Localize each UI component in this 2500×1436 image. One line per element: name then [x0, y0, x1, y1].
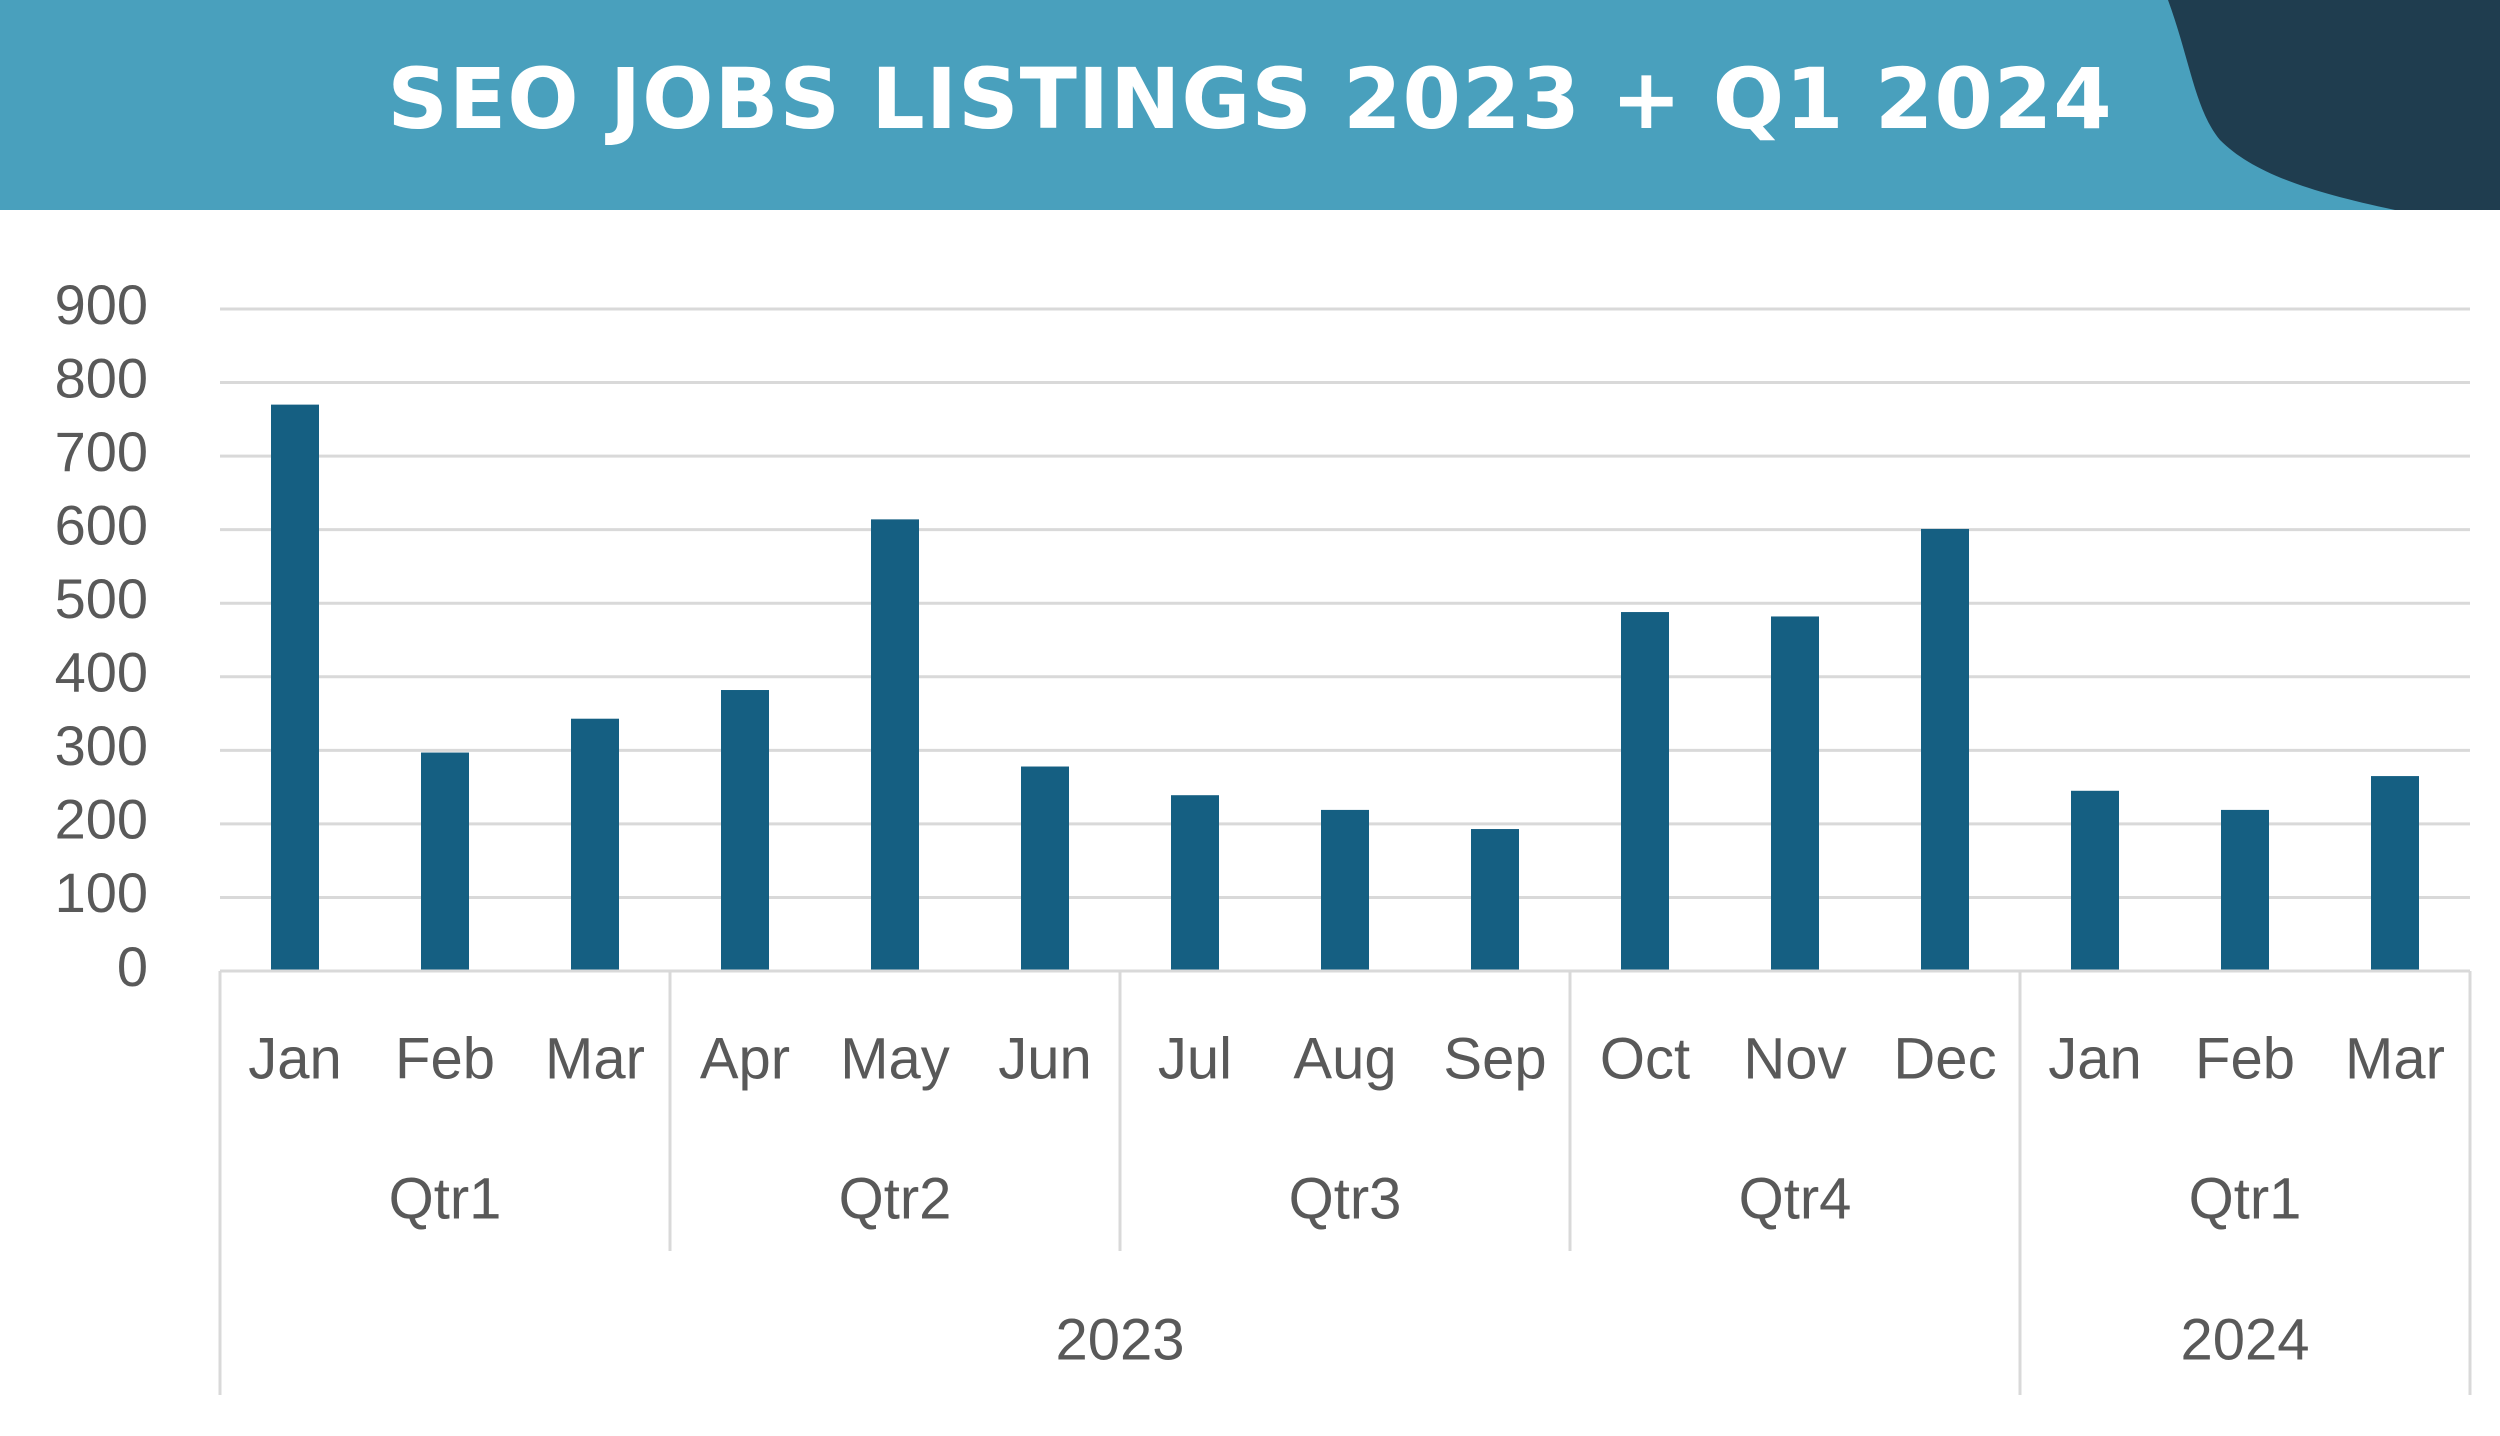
bar — [1471, 829, 1519, 971]
bar — [1921, 528, 1969, 971]
y-tick-label: 900 — [55, 273, 148, 336]
x-tick-label: Mar — [2345, 1026, 2445, 1091]
bar — [871, 519, 919, 971]
quarter-label: Qtr1 — [389, 1166, 502, 1231]
x-tick-label: Jun — [998, 1026, 1092, 1091]
x-tick-label: Feb — [395, 1026, 495, 1091]
bar — [1621, 612, 1669, 971]
bar — [721, 690, 769, 971]
x-tick-label: Jan — [2048, 1026, 2142, 1091]
quarter-label: Qtr2 — [839, 1166, 952, 1231]
year-label: 2023 — [1055, 1307, 1184, 1372]
y-tick-label: 300 — [55, 714, 148, 777]
quarter-label: Qtr1 — [2189, 1166, 2302, 1231]
x-tick-label: Jul — [1158, 1026, 1232, 1091]
header-accent — [2168, 0, 2500, 210]
x-tick-label: Dec — [1893, 1026, 1996, 1091]
y-tick-label: 100 — [55, 861, 148, 924]
bar — [1021, 766, 1069, 971]
y-tick-label: 0 — [117, 935, 148, 998]
x-tick-label: Mar — [545, 1026, 645, 1091]
y-tick-label: 200 — [55, 788, 148, 851]
bar — [421, 752, 469, 971]
y-tick-label: 500 — [55, 567, 148, 630]
bar — [2371, 776, 2419, 971]
year-label: 2024 — [2180, 1307, 2309, 1372]
x-tick-label: Aug — [1293, 1026, 1396, 1091]
x-tick-label: Sep — [1443, 1026, 1546, 1091]
bar — [271, 404, 319, 972]
bar — [2071, 790, 2119, 971]
quarter-label: Qtr4 — [1739, 1166, 1852, 1231]
bar — [1171, 795, 1219, 971]
bar — [571, 718, 619, 971]
header-band — [0, 0, 2500, 210]
quarter-label: Qtr3 — [1289, 1166, 1402, 1231]
x-tick-label: Feb — [2195, 1026, 2295, 1091]
y-tick-label: 800 — [55, 346, 148, 409]
bar — [1321, 809, 1369, 971]
bar — [1771, 616, 1819, 971]
x-tick-label: May — [840, 1026, 950, 1091]
y-tick-label: 400 — [55, 641, 148, 704]
x-tick-label: Oct — [1600, 1026, 1690, 1091]
chart-title: SEO JOBS LISTINGS 2023 + Q1 2024 — [387, 50, 2112, 148]
x-tick-label: Apr — [700, 1026, 790, 1091]
y-tick-label: 700 — [55, 420, 148, 483]
x-tick-label: Jan — [248, 1026, 342, 1091]
bar — [2221, 809, 2269, 971]
x-tick-label: Nov — [1743, 1026, 1846, 1091]
y-tick-label: 600 — [55, 493, 148, 556]
